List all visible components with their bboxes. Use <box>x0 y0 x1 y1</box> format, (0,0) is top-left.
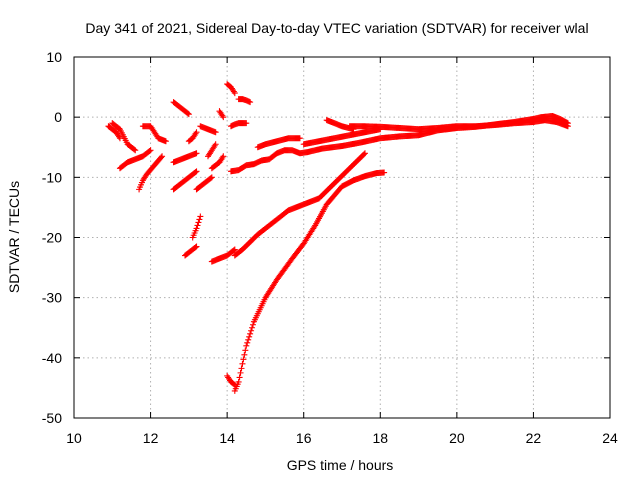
data-points <box>105 81 571 394</box>
data-point <box>194 222 201 229</box>
series-arc-h <box>170 168 200 193</box>
data-point <box>207 175 214 182</box>
data-point <box>247 99 254 106</box>
data-point <box>184 110 191 117</box>
x-tick-label: 18 <box>372 430 388 446</box>
data-point <box>162 138 169 145</box>
data-point <box>361 150 368 157</box>
series-arc-ac <box>434 112 571 133</box>
data-point <box>381 169 388 176</box>
y-tick-label: 10 <box>46 49 62 65</box>
data-point <box>238 365 245 372</box>
data-point <box>249 324 256 331</box>
data-point <box>249 321 256 328</box>
data-point <box>248 327 255 334</box>
series-arc-j <box>189 213 204 241</box>
series-arc-b <box>109 120 139 154</box>
data-point <box>296 135 303 142</box>
data-point <box>235 378 242 385</box>
data-point <box>193 225 200 232</box>
series-arc-o <box>208 153 227 172</box>
series-arc-t <box>227 120 250 130</box>
series-arc-e <box>139 123 169 145</box>
data-point <box>242 347 249 354</box>
series-arc-v <box>224 372 238 388</box>
data-point <box>245 336 252 343</box>
series-arc-y <box>254 135 303 151</box>
data-point <box>231 246 238 253</box>
data-point <box>132 147 139 154</box>
data-point <box>212 129 219 136</box>
x-tick-label: 16 <box>296 430 312 446</box>
grid <box>74 57 610 418</box>
y-axis-label: SDTVAR / TECUs <box>6 181 22 293</box>
y-tick-label: -50 <box>42 410 62 426</box>
data-point <box>192 169 199 176</box>
series-arc-g <box>170 150 200 166</box>
series-arc-f <box>170 99 192 118</box>
y-tick-label: -10 <box>42 169 62 185</box>
data-point <box>192 244 199 251</box>
series-arc-x <box>231 150 368 259</box>
y-tick-label: 0 <box>54 109 62 125</box>
data-point <box>185 111 192 118</box>
series-arc-p <box>208 246 238 265</box>
series-arc-l <box>193 174 215 193</box>
data-point <box>193 129 200 136</box>
data-point <box>243 342 250 349</box>
data-point <box>158 154 165 161</box>
x-axis-label: GPS time / hours <box>287 457 394 473</box>
chart-title: Day 341 of 2021, Sidereal Day-to-day VTE… <box>85 20 588 36</box>
data-point <box>147 147 154 154</box>
data-point <box>159 153 166 160</box>
x-tick-label: 22 <box>526 430 542 446</box>
data-point <box>564 120 571 127</box>
series-arc-w <box>231 169 388 394</box>
data-point <box>197 213 204 220</box>
series-arc-n <box>205 141 219 160</box>
data-point <box>193 243 200 250</box>
data-point <box>212 141 219 148</box>
series-arc-s <box>235 96 254 106</box>
data-point <box>246 333 253 340</box>
data-point <box>239 360 246 367</box>
data-point <box>244 339 251 346</box>
x-tick-label: 24 <box>602 430 618 446</box>
y-tick-label: -20 <box>42 230 62 246</box>
axis-ticks: 10 12 14 16 18 20 22 24 -50 -40 -30 -20 -10 0 10 <box>42 49 618 446</box>
series-arc-r <box>224 81 238 97</box>
data-point <box>240 356 247 363</box>
data-point <box>220 114 227 121</box>
data-point <box>196 216 203 223</box>
data-point <box>237 369 244 376</box>
data-point <box>236 374 243 381</box>
x-tick-label: 10 <box>66 430 82 446</box>
data-point <box>146 148 153 155</box>
data-point <box>361 151 368 158</box>
series-arc-i <box>182 243 200 259</box>
data-point <box>241 351 248 358</box>
data-point <box>247 330 254 337</box>
data-point <box>230 247 237 254</box>
y-tick-label: -30 <box>42 290 62 306</box>
series-arc-q <box>216 108 227 121</box>
x-tick-label: 12 <box>143 430 159 446</box>
data-point <box>231 90 238 97</box>
data-point <box>208 174 215 181</box>
x-tick-label: 14 <box>219 430 235 446</box>
data-point <box>131 146 138 153</box>
series-arc-k <box>185 129 200 145</box>
data-point <box>195 219 202 226</box>
series-arc-d <box>136 153 166 193</box>
data-point <box>193 168 200 175</box>
series-arc-m <box>197 123 219 136</box>
series-arc-c <box>116 147 154 172</box>
data-point <box>243 120 250 127</box>
data-point <box>220 153 227 160</box>
series-arc-u <box>227 124 460 175</box>
y-tick-label: -40 <box>42 350 62 366</box>
x-tick-label: 20 <box>449 430 465 446</box>
data-point <box>193 150 200 157</box>
